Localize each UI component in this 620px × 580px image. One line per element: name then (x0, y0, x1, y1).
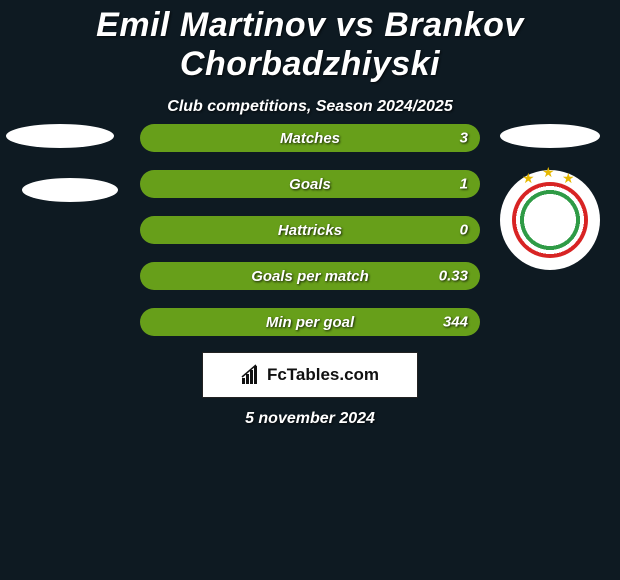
stat-label: Matches (280, 130, 340, 147)
stat-value-right: 0.33 (439, 268, 468, 285)
stat-row: Goals 1 (140, 170, 480, 198)
stat-value-right: 3 (460, 130, 468, 147)
subtitle: Club competitions, Season 2024/2025 (0, 98, 620, 116)
stat-value-right: 344 (443, 314, 468, 331)
stat-label: Goals (289, 176, 331, 193)
avatar-placeholder-left-1 (6, 124, 114, 148)
stat-label: Goals per match (251, 268, 369, 285)
star-icon: ★ (562, 170, 575, 187)
avatar-placeholder-left-2 (22, 178, 118, 202)
brand-bars-icon (241, 364, 263, 386)
avatar-placeholder-right (500, 124, 600, 148)
stat-label: Hattricks (278, 222, 342, 239)
brand-text: FcTables.com (267, 365, 379, 385)
stats-list: Matches 3 Goals 1 Hattricks 0 Goals per match 0… (140, 124, 480, 354)
star-icon: ★ (542, 164, 555, 181)
club-crest-inner: ★ ★ ★ (512, 182, 588, 258)
stat-value-right: 1 (460, 176, 468, 193)
stat-row: Goals per match 0.33 (140, 262, 480, 290)
stat-value-right: 0 (460, 222, 468, 239)
page-title: Emil Martinov vs Brankov Chorbadzhiyski (0, 0, 620, 84)
stat-row: Min per goal 344 (140, 308, 480, 336)
stat-label: Min per goal (266, 314, 354, 331)
brand-box: FcTables.com (202, 352, 418, 398)
club-crest: ★ ★ ★ (500, 170, 600, 270)
stat-row: Matches 3 (140, 124, 480, 152)
date-text: 5 november 2024 (0, 410, 620, 428)
star-icon: ★ (522, 170, 535, 187)
stat-row: Hattricks 0 (140, 216, 480, 244)
